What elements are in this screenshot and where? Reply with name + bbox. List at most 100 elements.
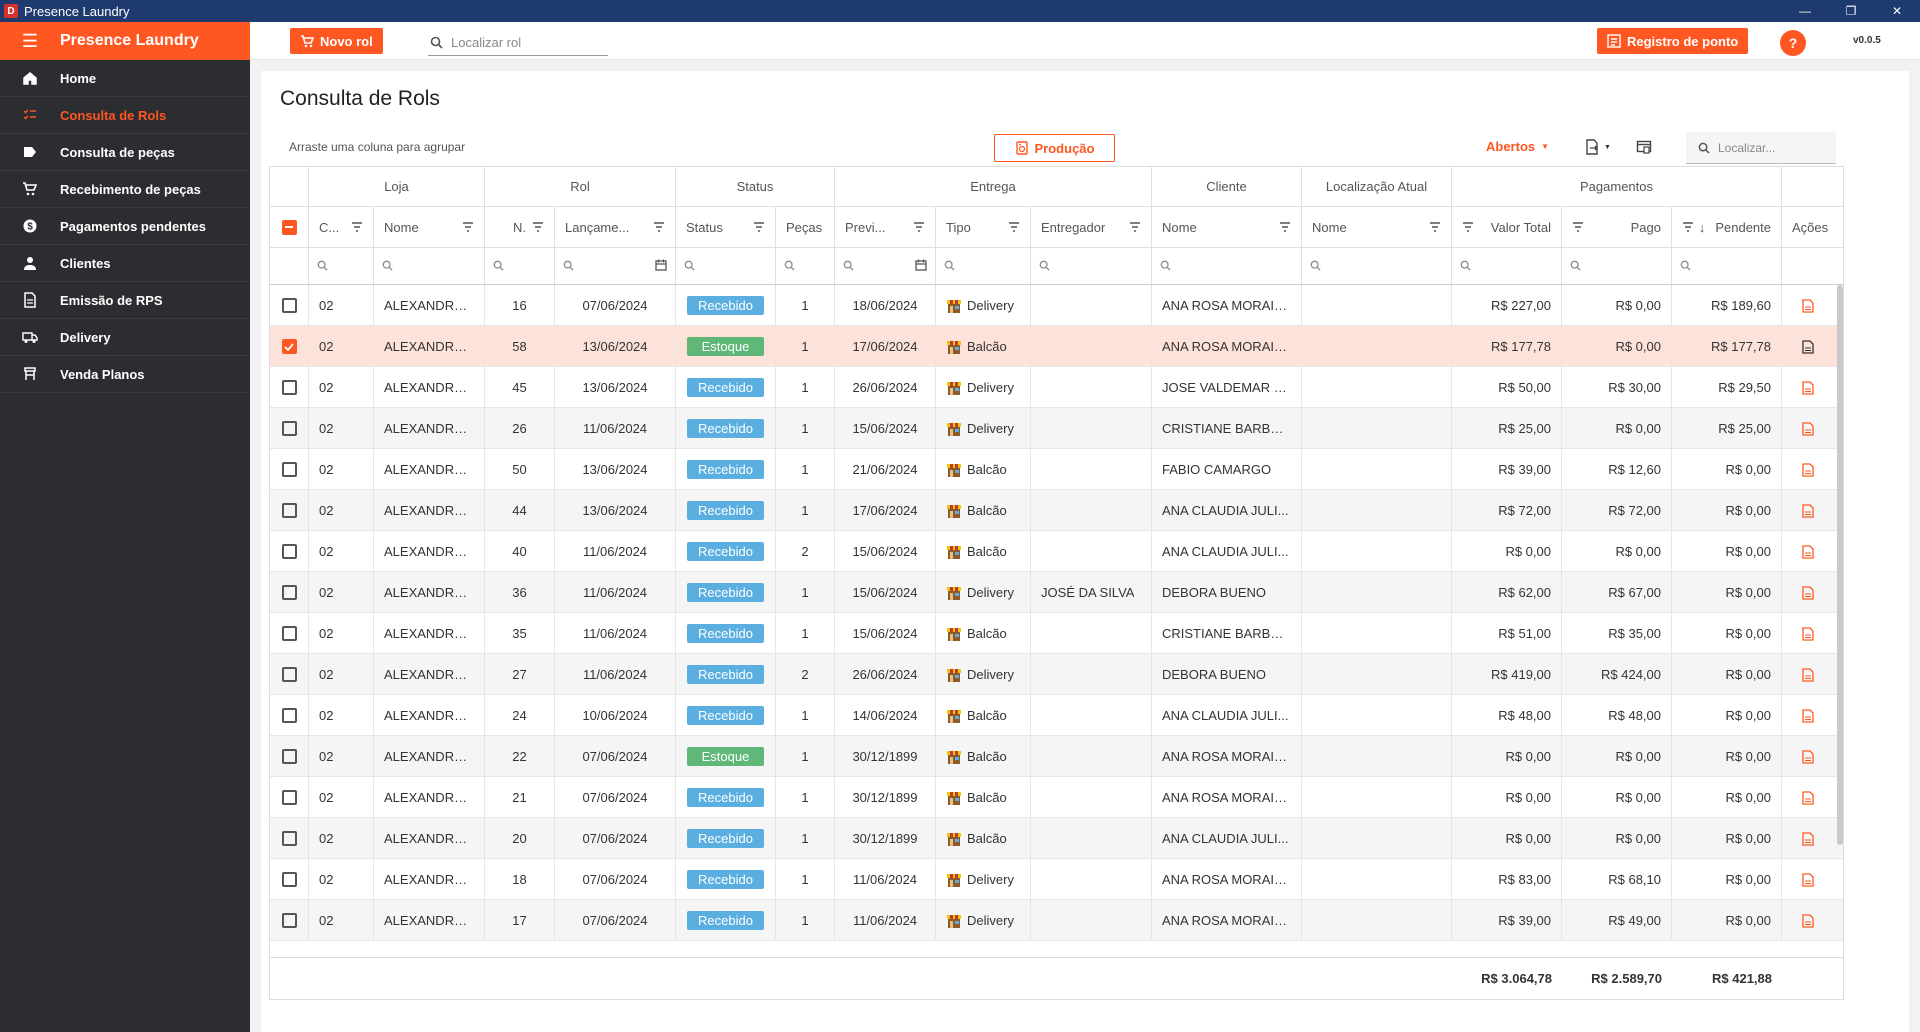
rol-search-field[interactable]: Localizar rol (428, 30, 608, 56)
filter-icon[interactable] (1429, 220, 1441, 235)
row-select-cell[interactable] (270, 736, 309, 777)
row-select-cell[interactable] (270, 900, 309, 941)
row-select-cell[interactable] (270, 654, 309, 695)
table-row[interactable]: 02 ALEXANDRE ... 21 07/06/2024 Recebido 1 30/1… (270, 777, 1843, 818)
filter-cell[interactable] (1672, 248, 1782, 285)
calendar-icon[interactable] (915, 259, 927, 274)
filter-icon[interactable] (1682, 220, 1694, 235)
pdf-document-icon[interactable] (1802, 503, 1814, 518)
row-select-cell[interactable] (270, 449, 309, 490)
row-select-cell[interactable] (270, 572, 309, 613)
table-row[interactable]: 02 ALEXANDRE ... 18 07/06/2024 Recebido 1 11/0… (270, 859, 1843, 900)
row-checkbox[interactable] (281, 421, 297, 436)
row-checkbox[interactable] (281, 339, 297, 354)
table-row[interactable]: 02 ALEXANDRE ... 20 07/06/2024 Recebido 1 30/1… (270, 818, 1843, 859)
filter-cell[interactable] (1452, 248, 1562, 285)
filter-cell[interactable] (676, 248, 776, 285)
table-row[interactable]: 02 ALEXANDRE ... 40 11/06/2024 Recebido 2 15/0… (270, 531, 1843, 572)
filter-icon[interactable] (1129, 220, 1141, 235)
row-select-cell[interactable] (270, 695, 309, 736)
row-select-cell[interactable] (270, 367, 309, 408)
restore-icon[interactable]: ❐ (1845, 4, 1857, 18)
close-icon[interactable]: ✕ (1891, 4, 1903, 18)
status-filter-dropdown[interactable]: Abertos ▼ (1486, 139, 1549, 154)
filter-cell[interactable] (309, 248, 374, 285)
column-header[interactable]: Lançame... (555, 207, 676, 248)
pdf-document-icon[interactable] (1802, 462, 1814, 477)
filter-icon[interactable] (462, 220, 474, 235)
table-row[interactable]: 02 ALEXANDRE ... 45 13/06/2024 Recebido 1 26/0… (270, 367, 1843, 408)
row-checkbox[interactable] (281, 462, 297, 477)
filter-cell[interactable] (1302, 248, 1452, 285)
row-checkbox[interactable] (281, 585, 297, 600)
export-button[interactable]: ▼ (1584, 139, 1611, 155)
filter-cell[interactable] (835, 248, 936, 285)
pdf-document-icon[interactable] (1802, 872, 1814, 887)
table-row[interactable]: 02 ALEXANDRE ... 16 07/06/2024 Recebido 1 18/0… (270, 285, 1843, 326)
row-checkbox[interactable] (281, 667, 297, 682)
new-rol-button[interactable]: Novo rol (290, 28, 383, 54)
filter-icon[interactable] (913, 220, 925, 235)
column-header[interactable]: Status (676, 207, 776, 248)
pdf-document-icon[interactable] (1802, 626, 1814, 641)
sidebar-item-6[interactable]: Clientes (0, 245, 250, 282)
row-checkbox[interactable] (281, 913, 297, 928)
row-select-cell[interactable] (270, 408, 309, 449)
filter-icon[interactable] (753, 220, 765, 235)
select-all-checkbox[interactable] (281, 219, 297, 235)
row-checkbox[interactable] (281, 380, 297, 395)
column-header[interactable]: ↓ Pendente (1672, 207, 1782, 248)
filter-cell[interactable] (1031, 248, 1152, 285)
table-row[interactable]: 02 ALEXANDRE ... 50 13/06/2024 Recebido 1 21/0… (270, 449, 1843, 490)
column-header[interactable]: Entregador (1031, 207, 1152, 248)
pdf-document-icon[interactable] (1802, 380, 1814, 395)
table-row[interactable]: 02 ALEXANDRE ... 58 13/06/2024 Estoque 1 17/06… (270, 326, 1843, 367)
row-select-cell[interactable] (270, 859, 309, 900)
pdf-document-icon[interactable] (1802, 790, 1814, 805)
row-checkbox[interactable] (281, 503, 297, 518)
row-select-cell[interactable] (270, 818, 309, 859)
filter-cell[interactable] (485, 248, 555, 285)
column-header[interactable]: Nome (1152, 207, 1302, 248)
column-header[interactable]: N. (485, 207, 555, 248)
sidebar-item-1[interactable]: Home (0, 60, 250, 97)
group-panel-hint[interactable]: Arraste uma coluna para agrupar (289, 140, 466, 154)
sidebar-item-9[interactable]: Venda Planos (0, 356, 250, 393)
filter-icon[interactable] (1008, 220, 1020, 235)
clock-in-button[interactable]: Registro de ponto (1597, 28, 1749, 54)
filter-cell[interactable] (936, 248, 1031, 285)
column-header[interactable]: Previ... (835, 207, 936, 248)
column-header[interactable]: Nome (1302, 207, 1452, 248)
row-select-cell[interactable] (270, 490, 309, 531)
column-header[interactable]: C... (309, 207, 374, 248)
row-checkbox[interactable] (281, 544, 297, 559)
column-header[interactable]: Peças (776, 207, 835, 248)
column-header[interactable]: Ações (1782, 207, 1843, 248)
calendar-icon[interactable] (655, 259, 667, 274)
table-row[interactable]: 02 ALEXANDRE ... 36 11/06/2024 Recebido 1 15/0… (270, 572, 1843, 613)
pdf-document-icon[interactable] (1802, 749, 1814, 764)
row-checkbox[interactable] (281, 831, 297, 846)
minimize-icon[interactable]: — (1799, 4, 1811, 18)
filter-icon[interactable] (1279, 220, 1291, 235)
column-chooser-button[interactable] (1636, 139, 1652, 155)
table-row[interactable]: 02 ALEXANDRE ... 35 11/06/2024 Recebido 1 15/0… (270, 613, 1843, 654)
filter-icon[interactable] (351, 220, 363, 235)
pdf-document-icon[interactable] (1802, 421, 1814, 436)
pdf-document-icon[interactable] (1802, 298, 1814, 313)
help-button[interactable]: ? (1780, 30, 1806, 56)
table-row[interactable]: 02 ALEXANDRE ... 27 11/06/2024 Recebido 2 26/0… (270, 654, 1843, 695)
pdf-document-icon[interactable] (1802, 544, 1814, 559)
row-select-cell[interactable] (270, 531, 309, 572)
table-row[interactable]: 02 ALEXANDRE ... 17 07/06/2024 Recebido 1 11/0… (270, 900, 1843, 941)
row-select-cell[interactable] (270, 613, 309, 654)
filter-icon[interactable] (653, 220, 665, 235)
sidebar-item-5[interactable]: $ Pagamentos pendentes (0, 208, 250, 245)
column-header[interactable]: Tipo (936, 207, 1031, 248)
column-header[interactable]: Nome (374, 207, 485, 248)
table-row[interactable]: 02 ALEXANDRE ... 44 13/06/2024 Recebido 1 17/0… (270, 490, 1843, 531)
sidebar-item-2[interactable]: Consulta de Rols (0, 97, 250, 134)
row-select-cell[interactable] (270, 777, 309, 818)
row-checkbox[interactable] (281, 626, 297, 641)
column-header[interactable]: Pago (1562, 207, 1672, 248)
